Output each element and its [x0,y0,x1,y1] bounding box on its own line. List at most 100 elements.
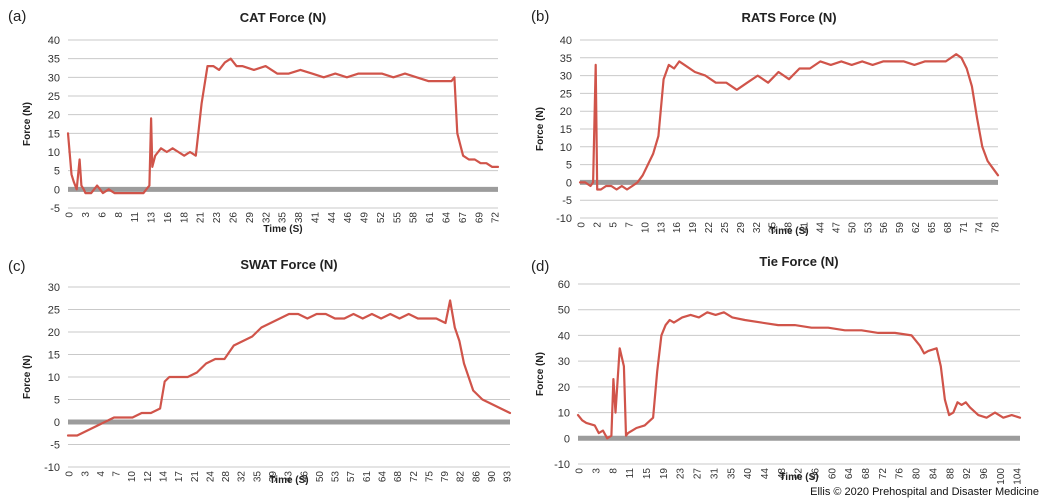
rats-x-tick-label: 56 [879,222,890,234]
tie-y-tick-label: 30 [558,356,570,368]
cat-y-tick-label: 40 [48,35,60,47]
cat-x-tick-label: 6 [97,212,108,218]
tie-x-tick-label: 104 [1013,468,1024,485]
rats-x-tick-label: 44 [815,222,826,234]
rats-x-tick-label: 7 [624,222,635,228]
rats-x-axis-title: Time (S) [769,226,808,237]
rats-y-tick-label: 20 [560,106,572,118]
tie-y-tick-label: -10 [554,459,570,471]
swat-x-tick-label: 72 [409,471,420,483]
tie-x-tick-label: 8 [608,468,619,474]
cat-x-tick-label: 11 [130,212,141,223]
rats-y-tick-label: -10 [556,213,572,225]
rats-x-tick-label: 13 [656,222,667,234]
rats-y-tick-label: 15 [560,124,572,136]
chart-panel-rats: (b) RATS Force (N) -10 -5 0 5 10 15 20 25 30 35 40 0… [523,0,1047,248]
swat-y-tick-label: 20 [48,327,60,339]
swat-x-tick-label: 35 [252,471,263,483]
swat-x-tick-label: 4 [96,471,107,477]
swat-chart-title: SWAT Force (N) [240,257,337,272]
rats-x-tick-label: 19 [688,222,699,234]
rats-x-tick-label: 5 [608,222,619,228]
cat-y-tick-label: 15 [48,128,60,140]
cat-x-tick-label: 3 [81,212,92,218]
chart-panel-cat: (a) CAT Force (N) -5 0 5 10 15 20 25 30 35 40 0 3 6 8 1… [0,0,523,248]
tie-x-tick-label: 52 [794,468,805,480]
cat-x-tick-label: 52 [376,212,387,224]
swat-x-tick-label: 68 [393,471,404,483]
tie-y-axis-title: Force (N) [535,352,546,396]
rats-x-tick-label: 10 [640,222,651,234]
tie-x-tick-label: 44 [760,468,771,480]
swat-x-tick-label: 90 [487,471,498,483]
swat-x-tick-label: 61 [362,471,373,483]
swat-y-tick-label: 0 [54,417,60,429]
rats-x-tick-label: 78 [991,222,1002,234]
tie-x-axis-title: Time (S) [779,472,818,483]
rats-y-tick-label: 10 [560,142,572,154]
cat-x-tick-label: 16 [163,212,174,224]
cat-force-series-line [66,57,500,195]
cat-x-tick-label: 0 [65,212,76,218]
swat-x-tick-label: 64 [377,471,388,483]
rats-x-tick-label: 29 [736,222,747,234]
swat-x-tick-label: 7 [112,471,123,477]
swat-y-tick-label: 5 [54,395,60,407]
rats-x-tick-label: 35 [768,222,779,234]
tie-y-tick-label: 0 [564,433,570,445]
swat-x-tick-label: 75 [424,471,435,483]
chart-panel-swat: (c) SWAT Force (N) -10 -5 0 5 10 15 20 25 30 0 3 4 7 1… [0,250,523,490]
rats-x-tick-label: 59 [895,222,906,234]
cat-x-tick-label: 58 [409,212,420,224]
rats-x-tick-label: 65 [927,222,938,234]
cat-y-tick-label: 35 [48,54,60,66]
cat-x-tick-label: 8 [114,212,125,218]
swat-x-tick-label: 14 [158,471,169,483]
swat-x-tick-label: 93 [503,471,514,483]
tie-y-tick-label: 10 [558,408,570,420]
cat-x-tick-label: 55 [392,212,403,224]
cat-x-tick-label: 23 [212,212,223,224]
swat-x-tick-label: 79 [440,471,451,483]
cat-x-tick-label: 61 [425,212,436,224]
swat-x-tick-label: 12 [143,471,154,483]
swat-x-tick-label: 24 [205,471,216,483]
swat-x-tick-label: 28 [221,471,232,483]
cat-y-tick-label: 5 [54,166,60,178]
rats-x-tick-label: 2 [593,222,604,228]
cat-y-tick-label: 25 [48,91,60,103]
swat-x-tick-label: 17 [174,471,185,483]
panel-label-a: (a) [8,8,27,25]
tie-x-tick-label: 27 [693,468,704,480]
panel-label-b: (b) [531,8,550,25]
swat-x-tick-label: 21 [190,471,201,483]
credit-line: Ellis © 2020 Prehospital and Disaster Me… [810,486,1039,498]
swat-x-tick-label: 43 [284,471,295,483]
swat-y-tick-label: 30 [48,282,60,294]
tie-x-tick-label: 96 [979,468,990,480]
cat-y-tick-label: -5 [50,203,60,215]
rats-y-tick-label: 5 [566,160,572,172]
rats-y-tick-label: 25 [560,88,572,100]
tie-x-tick-label: 68 [861,468,872,480]
rats-x-tick-label: 16 [672,222,683,234]
swat-y-axis-title: Force (N) [22,355,33,399]
cat-y-tick-label: 0 [54,184,60,196]
swat-x-tick-label: 50 [315,471,326,483]
tie-x-tick-label: 19 [659,468,670,480]
tie-x-tick-label: 11 [625,468,636,479]
tie-x-tick-label: 56 [810,468,821,480]
cat-x-tick-label: 49 [360,212,371,224]
tie-x-tick-label: 60 [827,468,838,480]
tie-x-tick-label: 100 [996,468,1007,485]
rats-y-tick-label: 30 [560,71,572,83]
swat-y-tick-label: -5 [50,440,60,452]
swat-x-axis-title: Time (S) [269,475,308,486]
rats-x-tick-label: 0 [577,222,588,228]
tie-x-tick-label: 88 [945,468,956,480]
rats-y-axis-title: Force (N) [535,107,546,151]
swat-x-tick-label: 53 [331,471,342,483]
cat-x-tick-label: 35 [278,212,289,224]
